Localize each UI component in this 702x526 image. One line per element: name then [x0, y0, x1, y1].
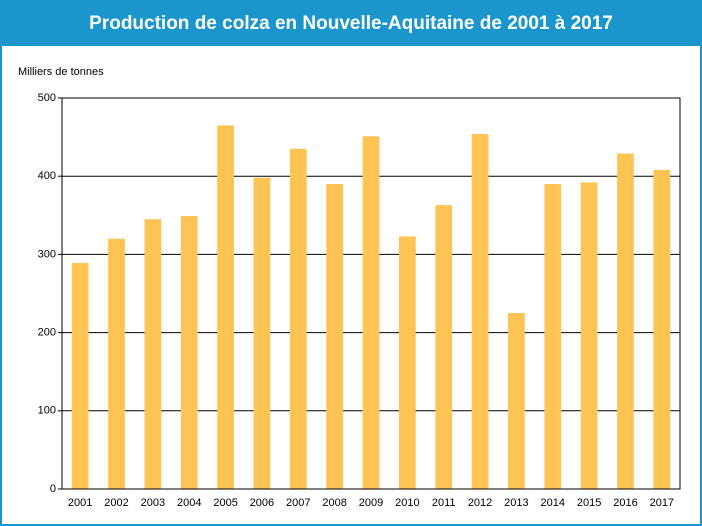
bar: [653, 169, 671, 489]
bar: [544, 184, 562, 489]
chart-title: Production de colza en Nouvelle-Aquitain…: [2, 2, 700, 46]
y-tick-label: 400: [38, 170, 56, 182]
x-tick-label: 2006: [250, 497, 274, 509]
bar: [362, 136, 380, 489]
y-tick-label: 500: [38, 92, 56, 104]
bar: [71, 263, 89, 489]
x-tick-label: 2002: [104, 497, 128, 509]
bar: [144, 219, 162, 489]
bar: [289, 148, 307, 489]
bar: [398, 236, 416, 489]
x-tick-label: 2008: [322, 497, 346, 509]
x-tick-label: 2004: [177, 497, 201, 509]
x-tick-label: 2009: [359, 497, 383, 509]
bar: [508, 313, 525, 489]
chart: Milliers de tonnes 0 100 200 300 400 500 2001 2…: [18, 66, 681, 509]
x-tick-label: 2007: [286, 497, 310, 509]
x-tick-label: 2001: [68, 497, 92, 509]
x-tick-label: 2010: [395, 497, 419, 509]
y-axis-label: Milliers de tonnes: [18, 66, 104, 78]
bar: [471, 133, 489, 490]
plot-border: [61, 97, 681, 490]
x-tick-label: 2003: [141, 497, 165, 509]
bar: [580, 182, 598, 489]
x-tick-label: 2005: [213, 497, 237, 509]
x-tick-label: 2016: [613, 497, 637, 509]
y-tick-label: 0: [50, 483, 56, 495]
bar: [108, 238, 125, 489]
x-tick-label: 2014: [541, 497, 565, 509]
x-tick-label: 2017: [650, 497, 674, 509]
bar: [617, 153, 634, 489]
x-tick-label: 2015: [577, 497, 601, 509]
x-tick-label: 2011: [432, 497, 456, 509]
bar: [326, 184, 344, 489]
y-tick-label: 300: [38, 248, 56, 260]
bar: [217, 125, 234, 490]
x-tick-label: 2012: [468, 497, 492, 509]
bar: [435, 205, 453, 489]
y-tick-label: 200: [38, 327, 56, 339]
bar: [180, 216, 198, 489]
x-tick-label: 2013: [504, 497, 528, 509]
y-tick-label: 100: [38, 405, 56, 417]
bar: [253, 177, 271, 489]
